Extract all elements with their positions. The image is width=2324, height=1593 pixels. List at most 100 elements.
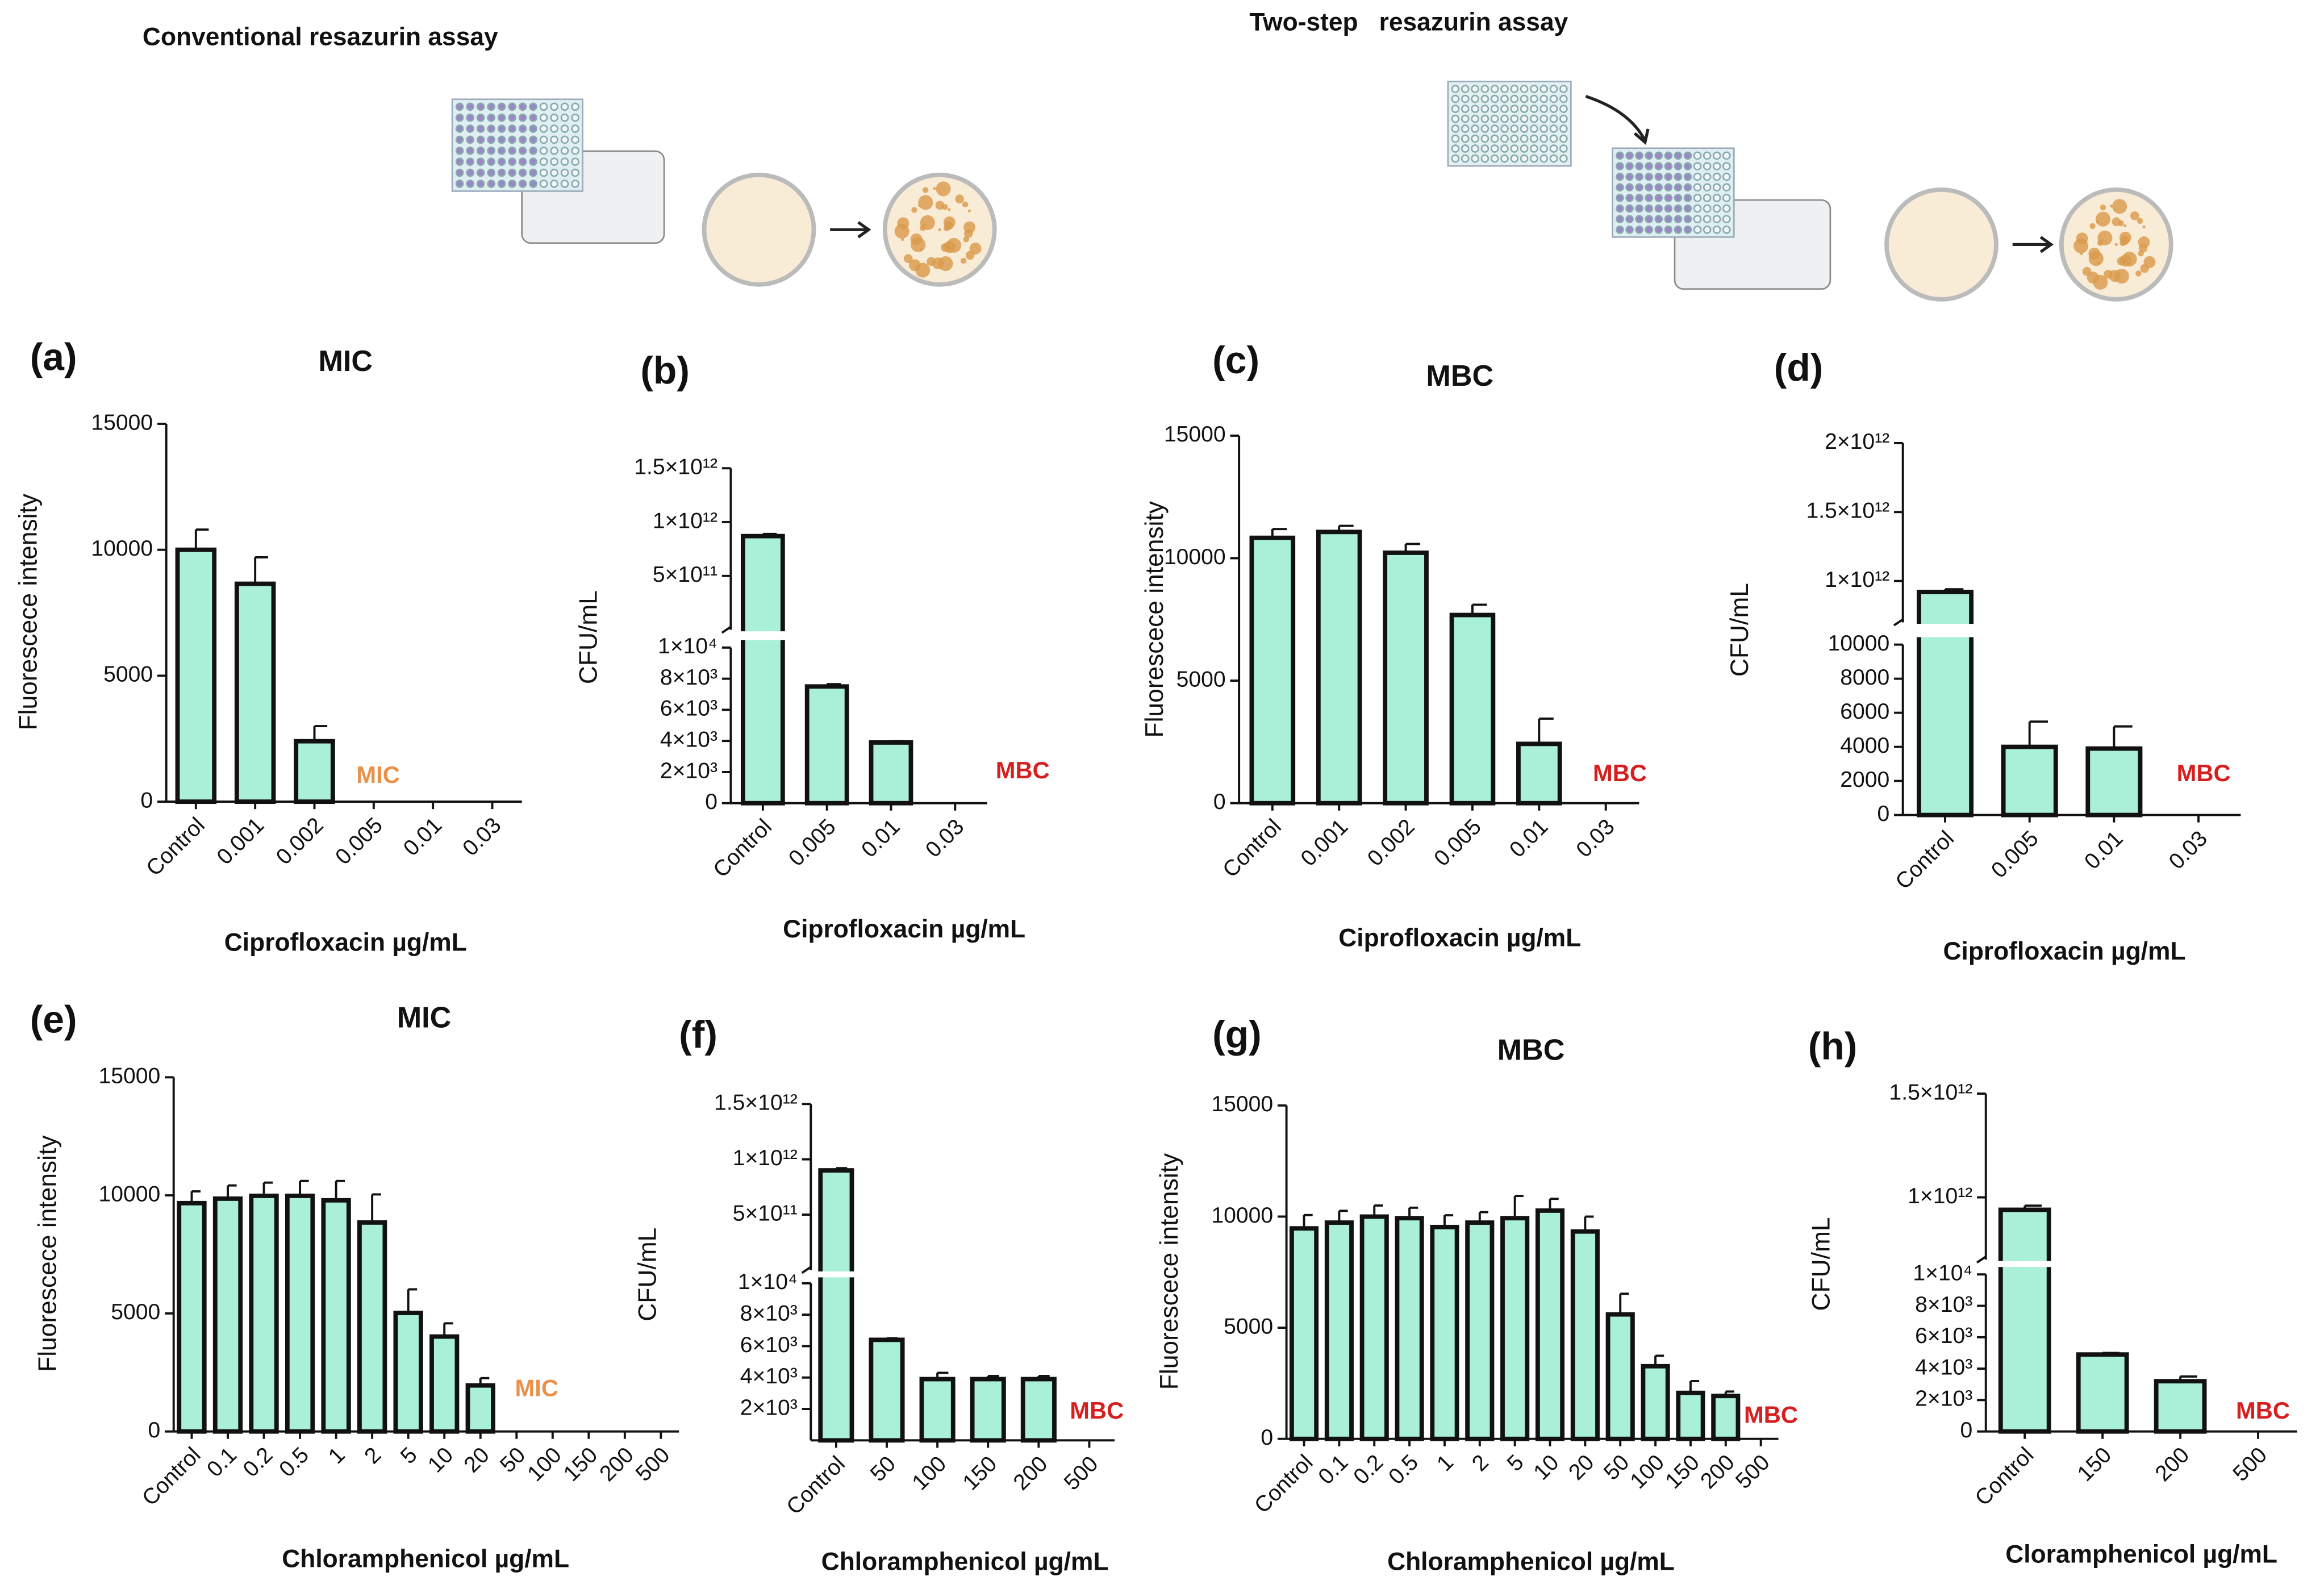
- x-tick-label: 5: [396, 1442, 422, 1469]
- well: [1490, 114, 1499, 123]
- colony: [2119, 231, 2131, 244]
- well: [487, 147, 495, 155]
- well: [1664, 215, 1673, 223]
- colony: [2112, 199, 2127, 214]
- well: [508, 168, 516, 177]
- y-tick-label: 4×10³: [1915, 1355, 1972, 1379]
- bar: [285, 1194, 315, 1434]
- well: [1471, 144, 1479, 153]
- bar: [970, 1377, 1006, 1443]
- y-tick-label: 10000: [1828, 631, 1889, 656]
- well: [1616, 183, 1624, 192]
- y-tick-label: 6×10³: [660, 697, 717, 721]
- well: [518, 147, 527, 155]
- well: [550, 147, 558, 155]
- x-tick-label: 2: [1467, 1450, 1493, 1477]
- y-axis-label: CFU/mL: [634, 1228, 662, 1321]
- well: [1645, 162, 1654, 170]
- well: [1490, 154, 1499, 163]
- well: [1712, 204, 1721, 213]
- well: [1549, 94, 1558, 103]
- colony: [2143, 256, 2156, 268]
- panel-label: (a): [30, 336, 77, 379]
- well: [1530, 124, 1538, 133]
- well: [487, 180, 495, 188]
- y-tick-label: 8×10³: [1915, 1292, 1972, 1317]
- axis-break: [1914, 624, 1976, 637]
- well: [529, 124, 537, 133]
- bar: [1711, 1394, 1741, 1441]
- x-tick-label: 0.005: [784, 815, 841, 871]
- well: [1683, 225, 1692, 234]
- x-tick-label: 150: [2073, 1442, 2117, 1486]
- x-tick-label: 0.001: [1296, 815, 1353, 871]
- well: [1559, 154, 1568, 163]
- well: [1722, 162, 1731, 170]
- well: [1625, 183, 1634, 192]
- bar: [869, 1337, 905, 1443]
- well: [466, 124, 474, 133]
- well: [1500, 105, 1509, 113]
- well: [1674, 172, 1683, 181]
- well: [487, 157, 495, 166]
- well: [476, 147, 485, 155]
- colony: [2112, 217, 2121, 227]
- y-axis-label: Fluorescece intensity: [1155, 1153, 1183, 1390]
- well: [1510, 144, 1519, 153]
- well-plate: [1447, 81, 1572, 167]
- x-tick-label: 50: [495, 1442, 530, 1477]
- well: [1712, 162, 1721, 170]
- well: [497, 157, 506, 166]
- colony: [915, 262, 931, 278]
- y-tick-label: 5000: [103, 662, 153, 687]
- well: [1635, 215, 1643, 223]
- well: [571, 124, 579, 133]
- well: [455, 180, 464, 188]
- well: [1520, 124, 1529, 133]
- y-tick-label: 1×10⁴: [658, 634, 717, 658]
- well: [1703, 151, 1712, 160]
- bar: [804, 684, 849, 806]
- well: [1549, 154, 1558, 163]
- y-tick-label: 15000: [1164, 422, 1226, 447]
- well: [1530, 114, 1538, 123]
- y-tick-label: 0: [1213, 790, 1226, 814]
- colony: [963, 221, 975, 233]
- well: [1549, 124, 1558, 133]
- well: [1722, 225, 1731, 234]
- colony: [911, 207, 917, 213]
- well: [1530, 94, 1538, 103]
- well: [560, 180, 569, 188]
- well: [1539, 114, 1549, 123]
- x-tick-label: 500: [1731, 1450, 1775, 1494]
- y-tick-label: 2×10³: [660, 758, 717, 783]
- well: [1645, 194, 1654, 202]
- x-tick-label: 500: [631, 1442, 675, 1486]
- bar: [1249, 535, 1296, 806]
- well: [476, 180, 485, 188]
- x-tick-label: 10: [423, 1442, 458, 1477]
- well: [487, 113, 495, 122]
- well: [1471, 85, 1479, 93]
- well: [1712, 225, 1721, 234]
- colony: [960, 257, 967, 264]
- well: [571, 147, 579, 155]
- colony: [901, 237, 904, 241]
- x-tick-label: 200: [1696, 1450, 1739, 1494]
- well: [1683, 204, 1692, 213]
- axis-break: [719, 631, 737, 640]
- well: [1530, 134, 1538, 143]
- well: [508, 102, 516, 111]
- well: [1480, 94, 1489, 103]
- bar: [1465, 1220, 1495, 1441]
- y-tick-label: 4000: [1840, 733, 1889, 758]
- colony: [2096, 220, 2099, 224]
- well: [1471, 134, 1479, 143]
- well: [1674, 204, 1683, 213]
- x-tick-label: 0.005: [331, 813, 387, 870]
- well: [1625, 162, 1634, 170]
- well: [455, 157, 464, 166]
- break-mark: [1893, 618, 1904, 627]
- well: [518, 135, 527, 144]
- well: [1703, 183, 1712, 192]
